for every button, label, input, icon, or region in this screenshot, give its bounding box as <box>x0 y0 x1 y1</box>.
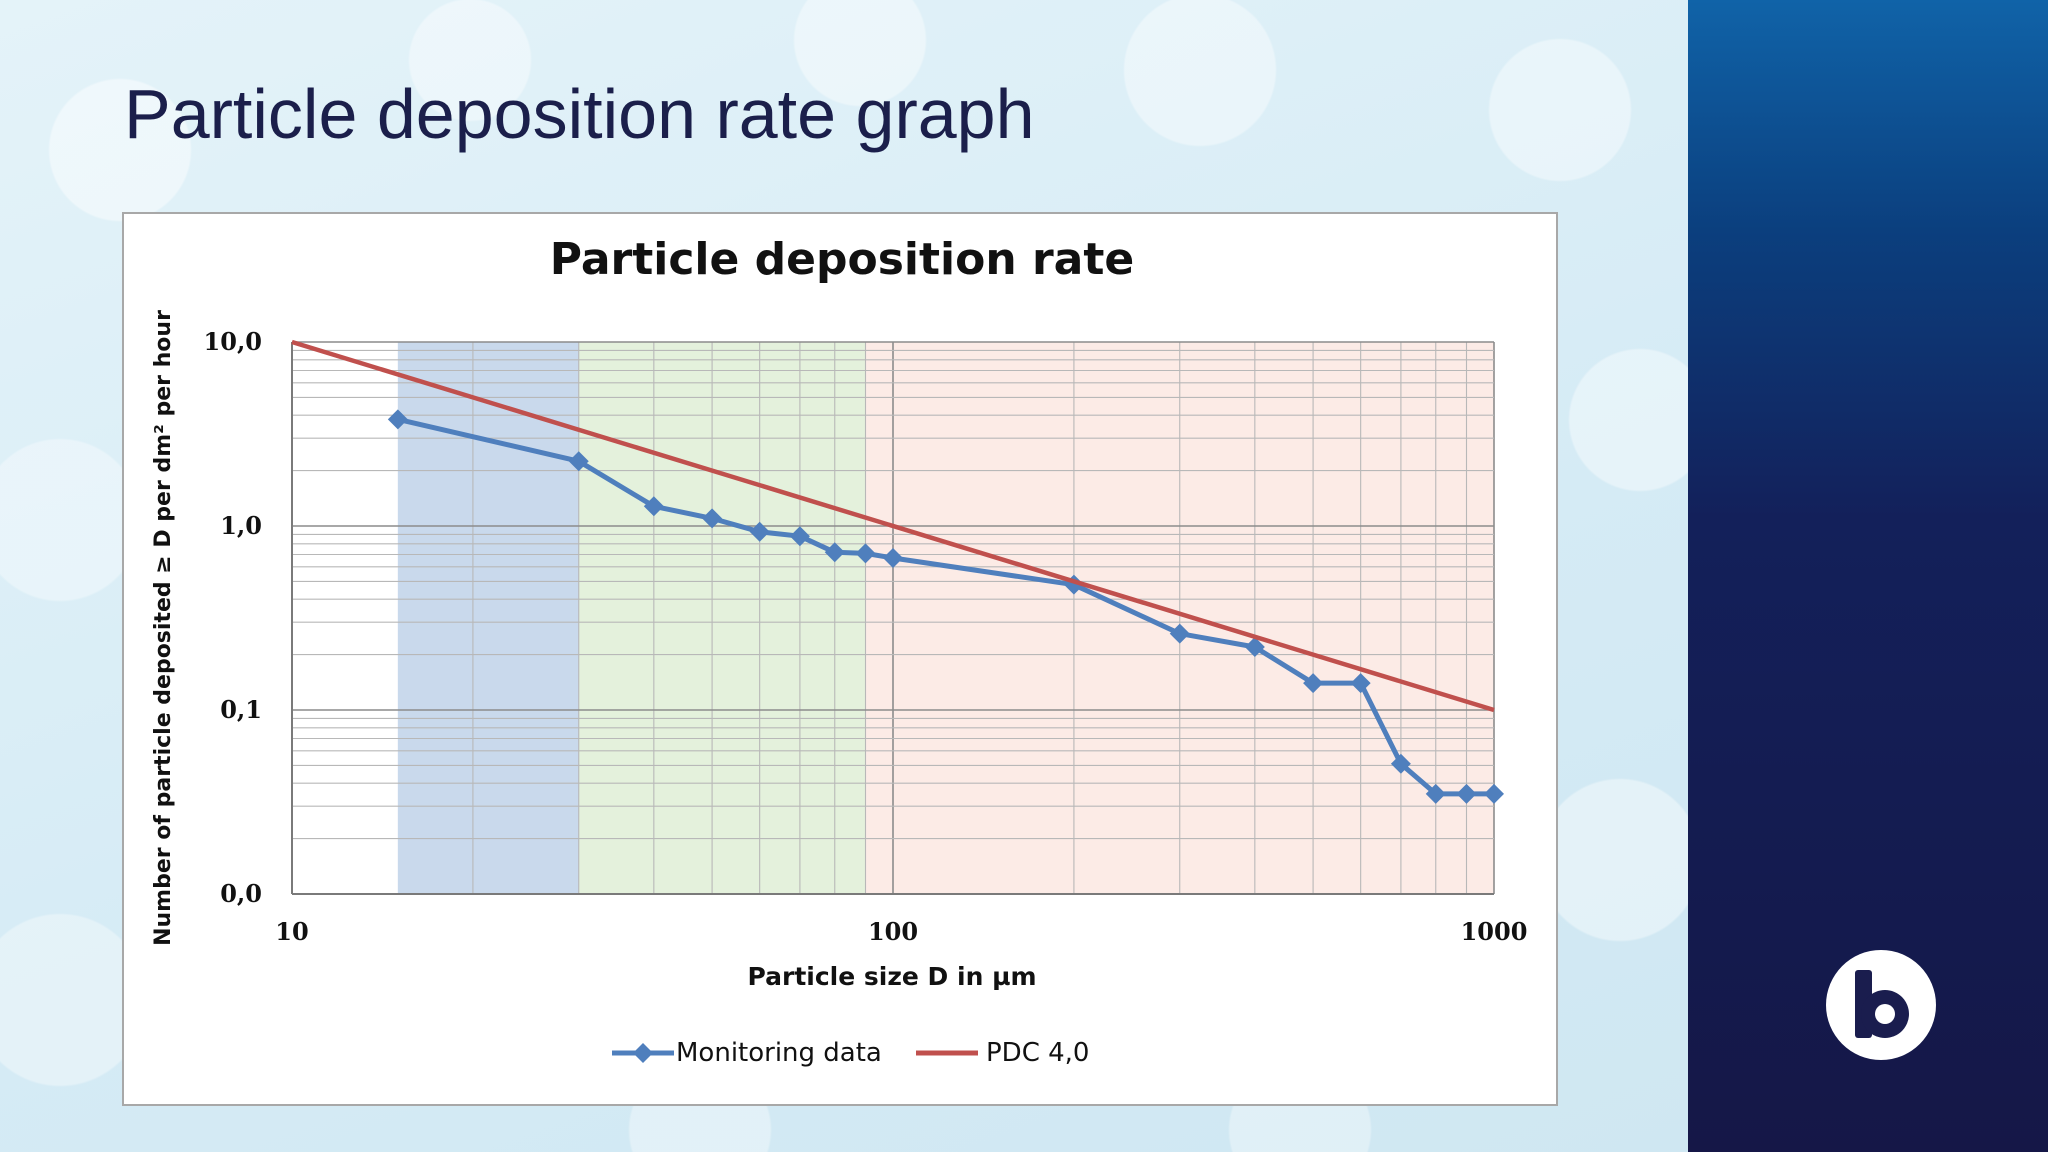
size-band-1 <box>578 342 866 894</box>
data-point <box>1425 783 1446 804</box>
chart-legend: Monitoring data PDC 4,0 <box>612 1038 1089 1068</box>
data-point <box>1456 783 1477 804</box>
legend-marker-monitoring-data <box>633 1043 653 1063</box>
data-point <box>1484 783 1504 804</box>
chart-series <box>291 339 1504 804</box>
data-point <box>1390 753 1411 774</box>
b-logo-icon <box>1826 950 1936 1060</box>
series-line-pdc-4-0 <box>291 339 1495 713</box>
data-point <box>1244 636 1265 657</box>
data-point <box>883 548 903 569</box>
data-point <box>1303 673 1324 694</box>
series-line-monitoring-data <box>397 416 1494 797</box>
data-point <box>855 543 876 564</box>
y-tick-label: 1,0 <box>220 511 262 540</box>
x-tick-label: 1000 <box>1461 917 1528 946</box>
data-point <box>643 496 664 517</box>
x-tick-label: 100 <box>868 917 918 946</box>
x-axis-label: Particle size D in µm <box>747 962 1036 991</box>
y-axis-label: Number of particle deposited ≥ D per dm²… <box>151 310 176 946</box>
size-band-0 <box>397 342 579 894</box>
data-point <box>824 542 845 563</box>
y-tick-label: 0,1 <box>220 695 262 724</box>
data-point <box>568 451 589 472</box>
axis-tick-labels: 10 100 1000 0,0 0,1 1,0 10,0 <box>204 327 1528 946</box>
page-title: Particle deposition rate graph <box>124 75 1035 153</box>
data-point <box>1063 574 1084 595</box>
y-tick-label: 10,0 <box>204 327 262 356</box>
data-point <box>387 409 408 430</box>
data-point <box>749 521 770 542</box>
deposition-chart: 10 100 1000 0,0 0,1 1,0 10,0 Particle depositi… <box>151 234 1528 1068</box>
x-tick-label: 10 <box>275 917 308 946</box>
data-point <box>702 508 723 529</box>
chart-container: 10 100 1000 0,0 0,1 1,0 10,0 Particle depositi… <box>122 212 1558 1106</box>
y-tick-label: 0,0 <box>220 879 262 908</box>
data-point <box>1169 623 1190 644</box>
legend-label-pdc-4-0: PDC 4,0 <box>986 1038 1089 1068</box>
data-point <box>789 526 810 547</box>
data-point <box>1350 673 1371 694</box>
legend-label-monitoring-data: Monitoring data <box>676 1038 882 1068</box>
chart-title: Particle deposition rate <box>550 234 1134 285</box>
